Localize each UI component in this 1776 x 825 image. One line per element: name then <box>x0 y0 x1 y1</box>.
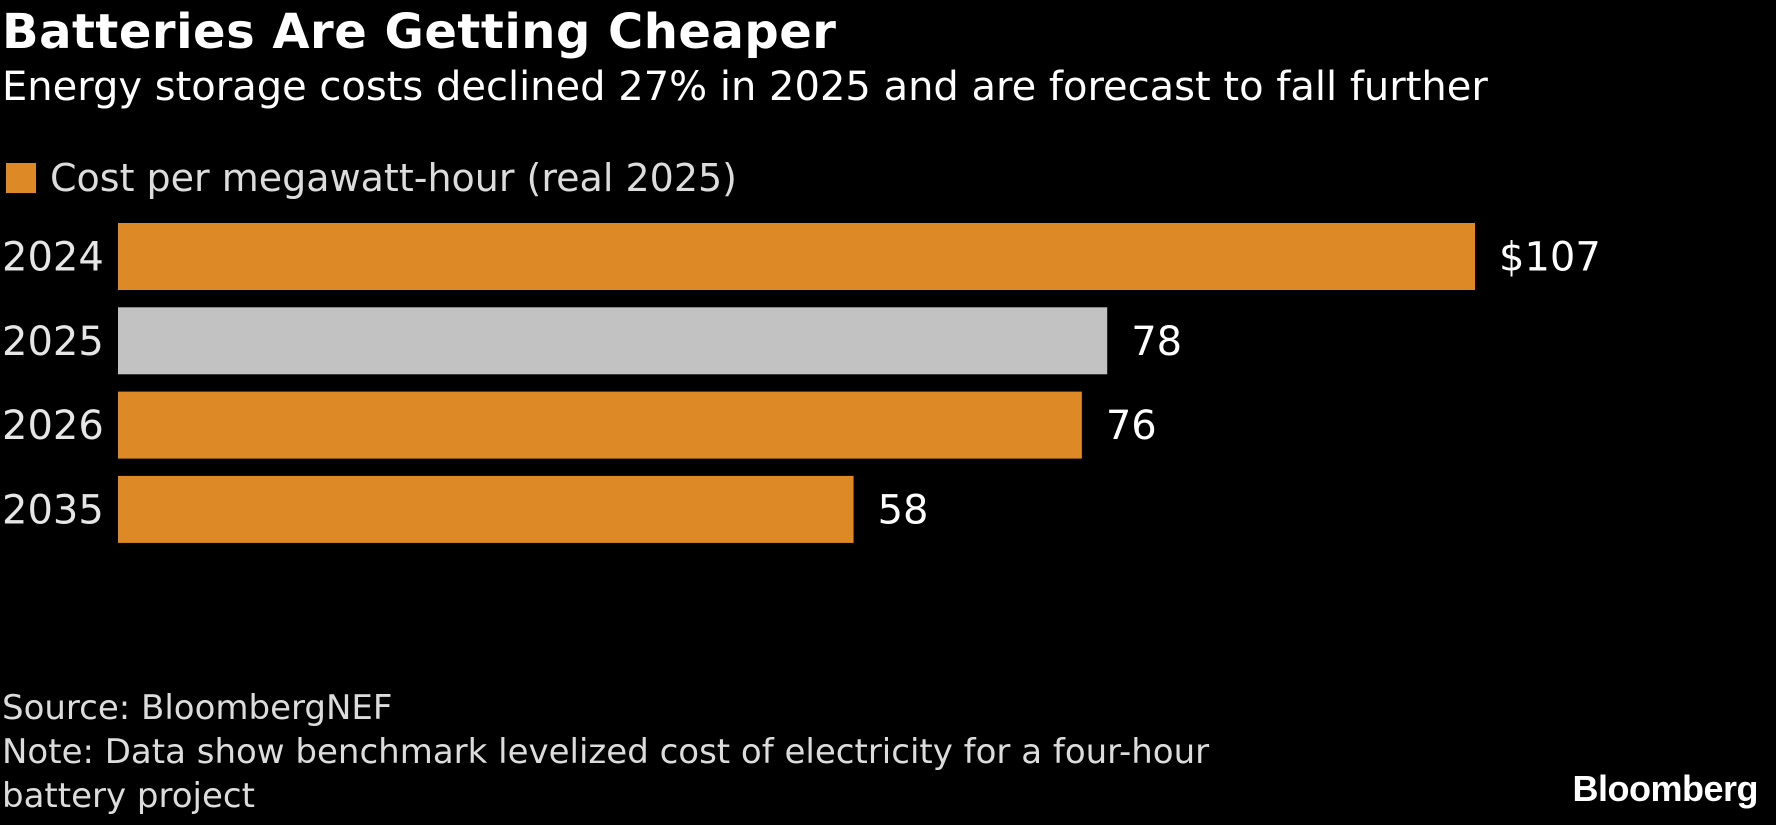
category-label: 2035 <box>2 487 104 533</box>
chart-title: Batteries Are Getting Cheaper <box>2 4 837 60</box>
bar-2024 <box>118 223 1475 290</box>
bar-2025 <box>118 307 1108 375</box>
source-text: Source: BloombergNEF <box>2 688 393 728</box>
data-label: 78 <box>1131 319 1182 365</box>
legend: Cost per megawatt-hour (real 2025) <box>6 156 737 200</box>
data-label: $107 <box>1499 235 1601 281</box>
data-label: 58 <box>878 487 929 533</box>
bar-2035 <box>118 475 854 543</box>
legend-label: Cost per megawatt-hour (real 2025) <box>50 156 738 200</box>
category-label: 2024 <box>2 235 104 281</box>
note-text-line1: Note: Data show benchmark levelized cost… <box>2 732 1210 772</box>
category-label: 2026 <box>2 403 104 449</box>
note-text-line2: battery project <box>2 776 255 816</box>
bloomberg-logo: Bloomberg <box>1572 768 1758 809</box>
footer: Source: BloombergNEF Note: Data show ben… <box>2 686 1209 818</box>
bar-2026 <box>118 391 1082 459</box>
chart-subtitle: Energy storage costs declined 27% in 202… <box>2 64 1488 110</box>
legend-swatch <box>6 163 36 193</box>
category-label: 2025 <box>2 319 104 365</box>
data-label: 76 <box>1106 403 1157 449</box>
